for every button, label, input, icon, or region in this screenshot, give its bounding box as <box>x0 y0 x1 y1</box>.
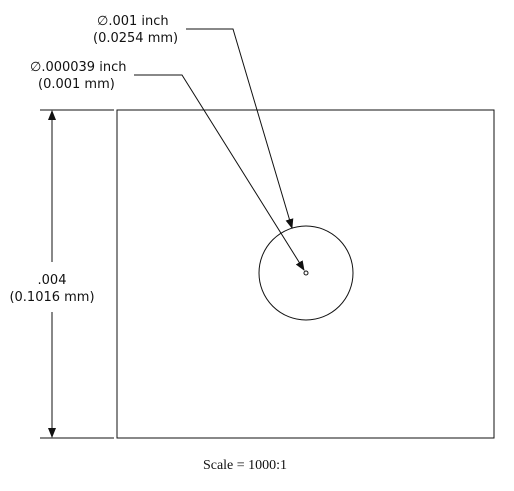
callout-large-mm-label: (0.0254 mm) <box>93 31 178 46</box>
callout-small-leader <box>134 74 305 271</box>
callout-small-inch-label: ∅.000039 inch <box>30 60 126 75</box>
dimension-inch-label: .004 <box>38 273 67 288</box>
dimension-mm-label: (0.1016 mm) <box>9 290 94 305</box>
small-circle <box>303 270 309 276</box>
large-circle <box>258 225 354 321</box>
scale-label: Scale = 1000:1 <box>203 458 287 473</box>
callout-large-leader <box>186 28 294 229</box>
callout-small-mm-label: (0.001 mm) <box>38 77 115 92</box>
square-outline <box>116 109 495 439</box>
callout-large-inch-label: ∅.001 inch <box>97 14 169 29</box>
